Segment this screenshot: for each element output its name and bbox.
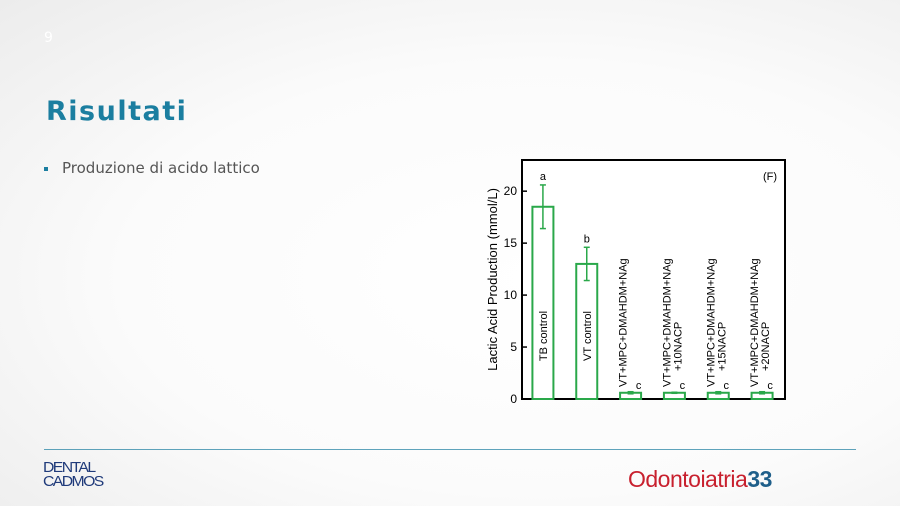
significance-letter: c xyxy=(636,380,642,392)
y-tick-label: 15 xyxy=(504,236,518,250)
footer-divider xyxy=(44,449,856,450)
y-tick-label: 20 xyxy=(504,184,518,198)
bullet-icon xyxy=(44,166,48,171)
category-label: VT control xyxy=(582,311,594,361)
plot-frame xyxy=(521,159,786,400)
odontoiatria33-logo: Odontoiatria33 xyxy=(628,466,772,492)
category-label: VT+MPC+DMAHDM+NAg xyxy=(618,258,630,387)
y-tick-label: 10 xyxy=(504,288,518,302)
category-label: VT+MPC+DMAHDM+NAg xyxy=(661,258,673,387)
category-label: TB control xyxy=(538,311,550,361)
y-tick-label: 0 xyxy=(510,392,517,406)
significance-letter: c xyxy=(680,380,686,392)
category-label: VT+MPC+DMAHDM+NAg xyxy=(749,258,761,387)
y-tick-label: 5 xyxy=(510,340,517,354)
bullet-text: Produzione di acido lattico xyxy=(62,159,260,177)
y-axis-label: Lactic Acid Production (mmol/L) xyxy=(485,188,500,371)
bullet-item: Produzione di acido lattico xyxy=(44,159,260,177)
category-label: +10NACP xyxy=(672,322,684,371)
significance-letter: b xyxy=(584,233,590,245)
category-label: VT+MPC+DMAHDM+NAg xyxy=(705,258,717,387)
significance-letter: c xyxy=(767,380,773,392)
slide-number: 9 xyxy=(44,30,53,46)
panel-label: (F) xyxy=(763,171,777,183)
significance-letter: a xyxy=(540,171,547,183)
significance-letter: c xyxy=(724,380,730,392)
category-label: +15NACP xyxy=(716,322,728,371)
bar xyxy=(531,205,555,401)
dental-cadmos-logo: DENTAL CADMOS xyxy=(43,459,104,490)
slide-title: Risultati xyxy=(46,96,188,127)
lactic-acid-chart: (F) Lactic Acid Production (mmol/L) 0 5 10 15… xyxy=(485,159,786,406)
category-label: +20NACP xyxy=(760,322,772,371)
